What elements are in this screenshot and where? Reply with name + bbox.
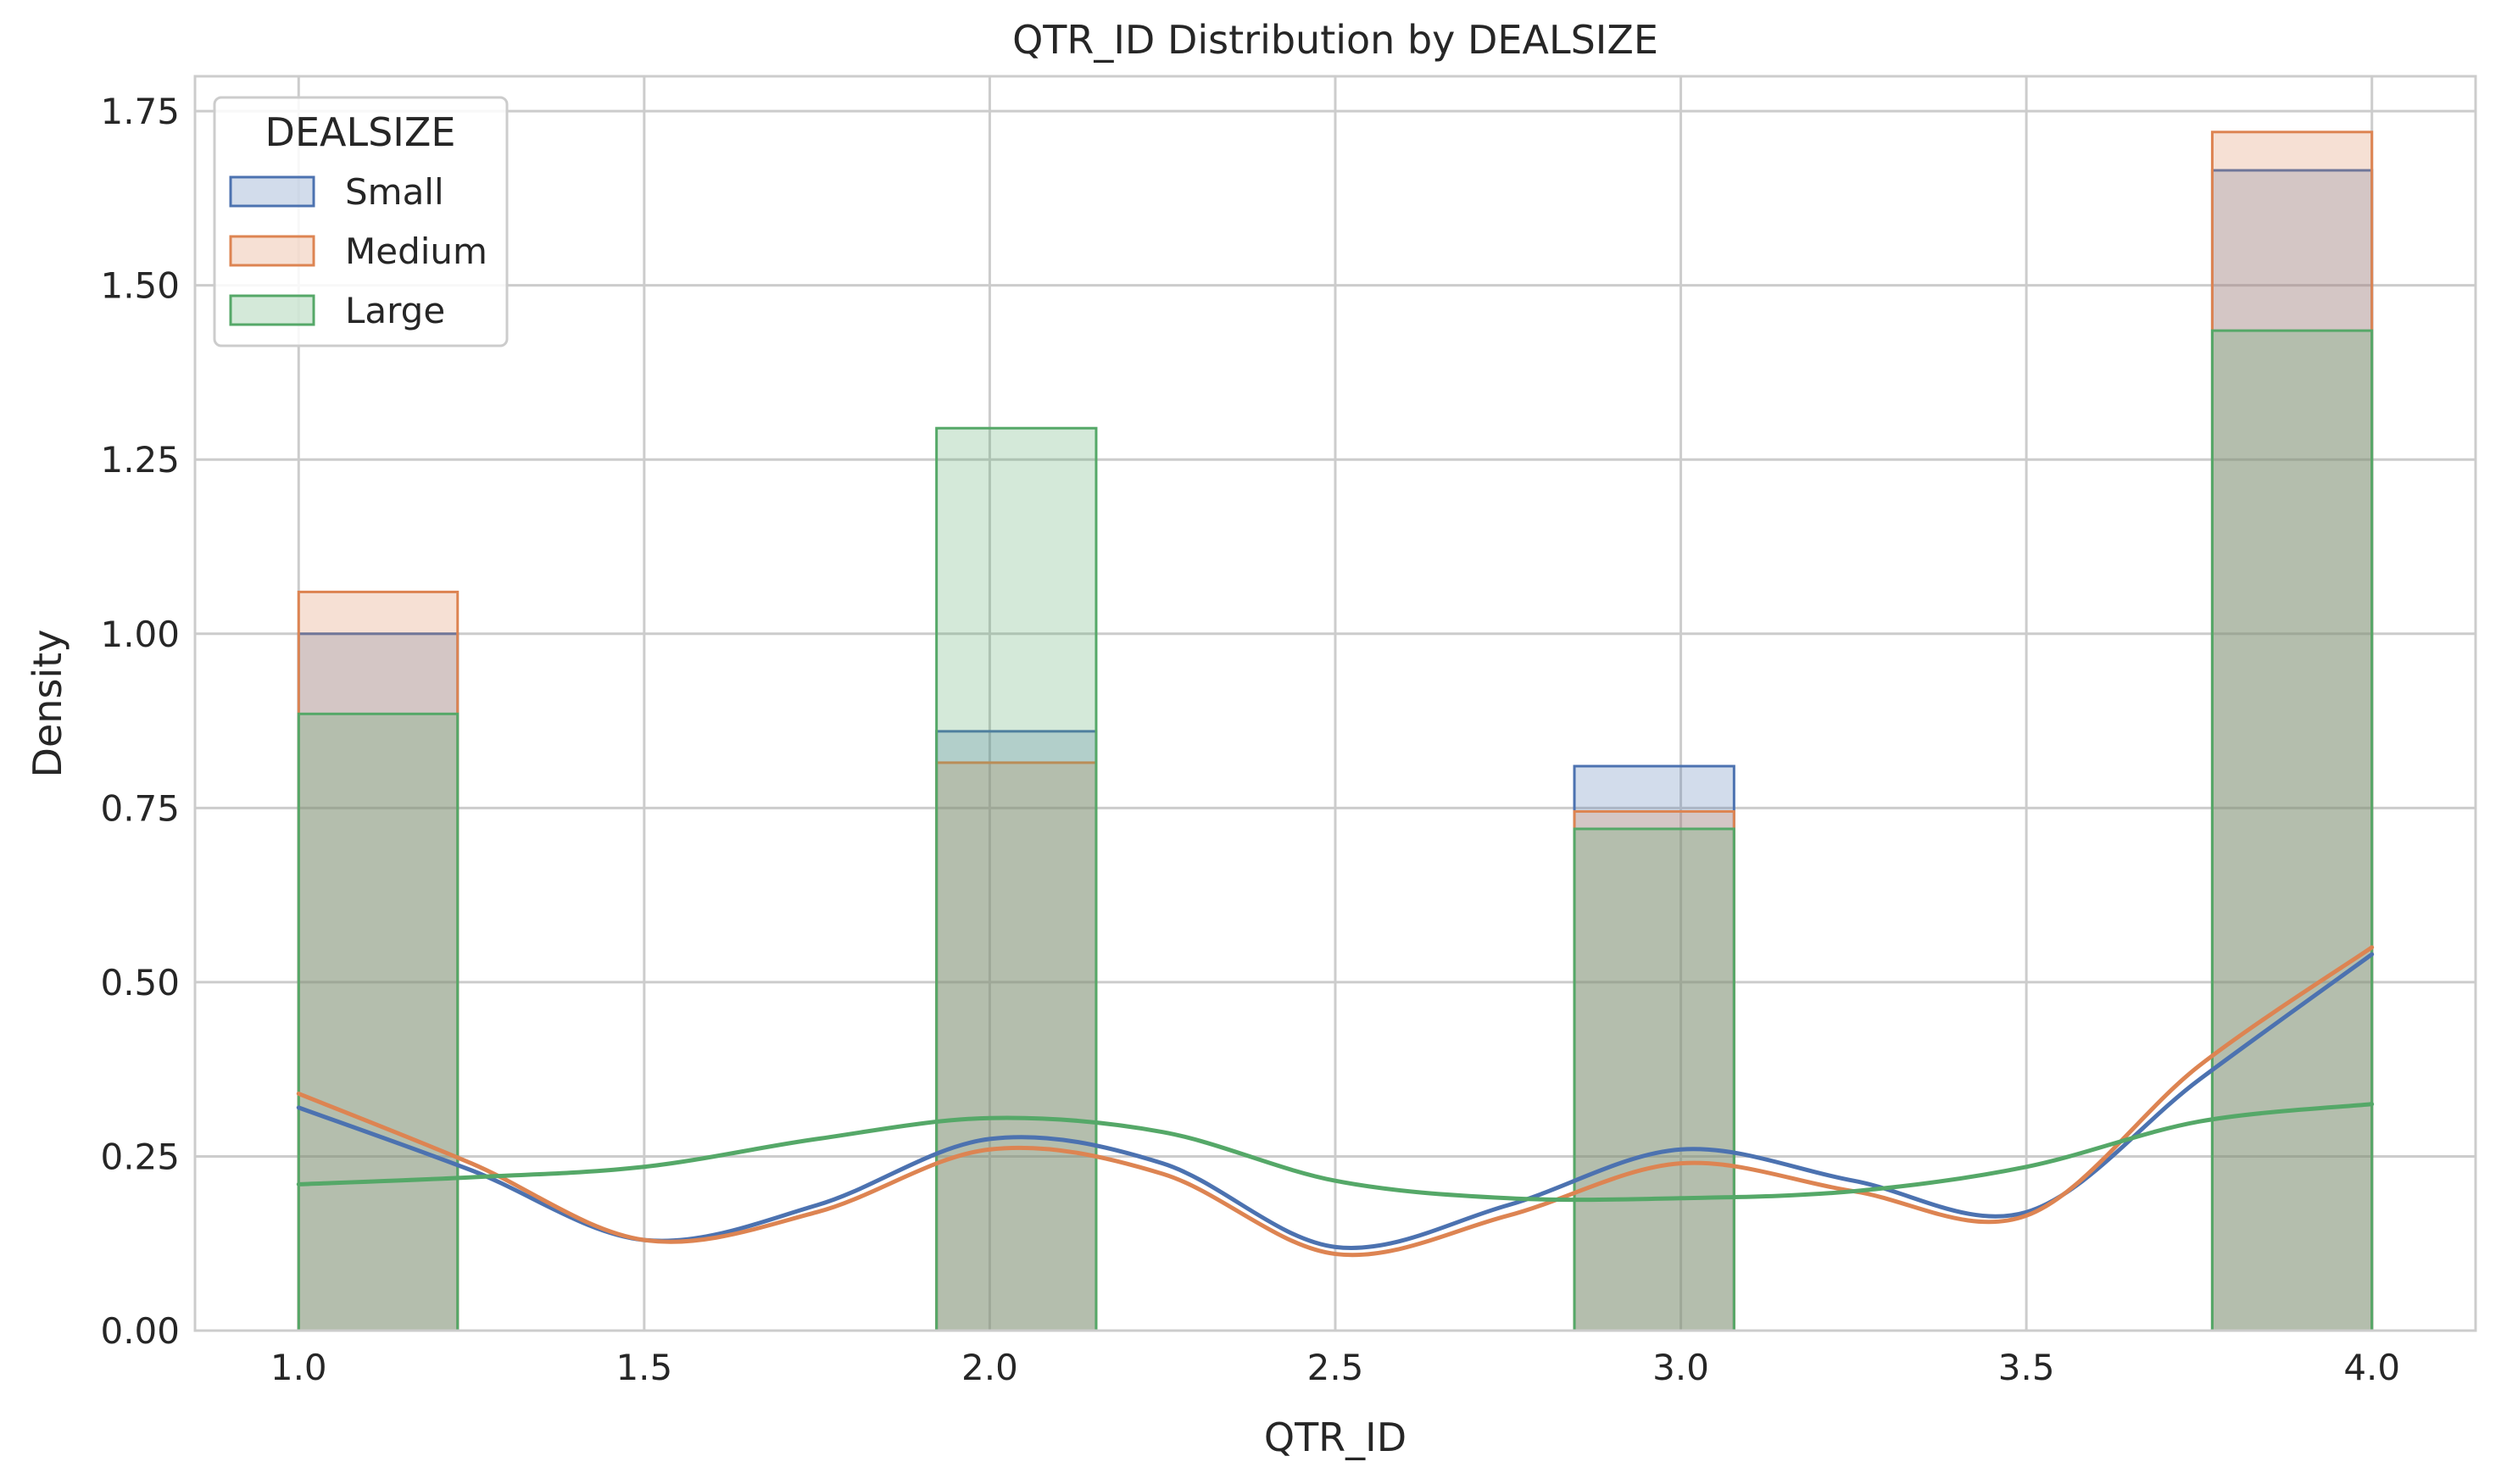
y-axis-label: Density [25, 630, 70, 778]
histogram-bar [1573, 809, 1735, 1332]
y-tick-label: 1.50 [100, 265, 180, 307]
y-tick-label: 0.75 [100, 787, 180, 829]
y-axis-ticks: 0.00 0.25 0.50 0.75 1.00 1.25 1.50 1.75 [100, 91, 180, 1352]
legend-items: Small Medium Large [229, 171, 487, 331]
y-tick-label: 0.00 [100, 1310, 180, 1352]
legend-box [213, 96, 509, 347]
legend-item-small: Small [229, 171, 444, 213]
histogram-bar [935, 730, 1098, 1332]
bar-series-small [297, 169, 2374, 1332]
legend: DEALSIZE Small Medium Large [213, 96, 509, 347]
x-tick-label: 1.5 [616, 1347, 672, 1388]
histogram-bar [1573, 764, 1735, 1332]
histogram-bar [1573, 827, 1735, 1332]
bar-series-large [297, 329, 2374, 1332]
legend-title: DEALSIZE [265, 109, 456, 155]
histogram-bar [297, 712, 460, 1332]
y-tick-label: 0.25 [100, 1136, 180, 1177]
histogram-bars [297, 131, 2374, 1332]
legend-swatch [229, 294, 315, 326]
legend-swatch [229, 235, 315, 267]
histogram-bar [297, 632, 460, 1332]
x-tick-label: 2.5 [1307, 1347, 1364, 1388]
histogram-bar [2210, 329, 2374, 1332]
plot-frame [193, 75, 2477, 1332]
y-tick-label: 1.00 [100, 614, 180, 655]
legend-swatch [229, 175, 315, 208]
histogram-bar [2210, 169, 2374, 1332]
histogram-bar [935, 761, 1098, 1332]
x-tick-label: 3.0 [1652, 1347, 1709, 1388]
x-tick-label: 3.5 [1998, 1347, 2055, 1388]
legend-item-large: Large [229, 290, 445, 331]
kde-curve-large [296, 1102, 2375, 1203]
x-tick-label: 2.0 [961, 1347, 1018, 1388]
y-tick-label: 1.25 [100, 439, 180, 481]
legend-label: Large [345, 290, 445, 331]
x-axis-label: QTR_ID [1264, 1415, 1406, 1460]
y-tick-label: 0.50 [100, 962, 180, 1003]
y-tick-label: 1.75 [100, 91, 180, 132]
chart-title: QTR_ID Distribution by DEALSIZE [1012, 17, 1658, 63]
x-axis-ticks: 1.0 1.5 2.0 2.5 3.0 3.5 4.0 [270, 1347, 2400, 1388]
legend-label: Small [345, 171, 444, 213]
kde-curve-medium [296, 945, 2375, 1258]
x-tick-label: 1.0 [270, 1347, 327, 1388]
histogram-bar [935, 426, 1098, 1332]
kde-curves [296, 945, 2375, 1258]
legend-item-medium: Medium [229, 231, 487, 272]
legend-label: Medium [345, 231, 487, 272]
x-tick-label: 4.0 [2343, 1347, 2400, 1388]
